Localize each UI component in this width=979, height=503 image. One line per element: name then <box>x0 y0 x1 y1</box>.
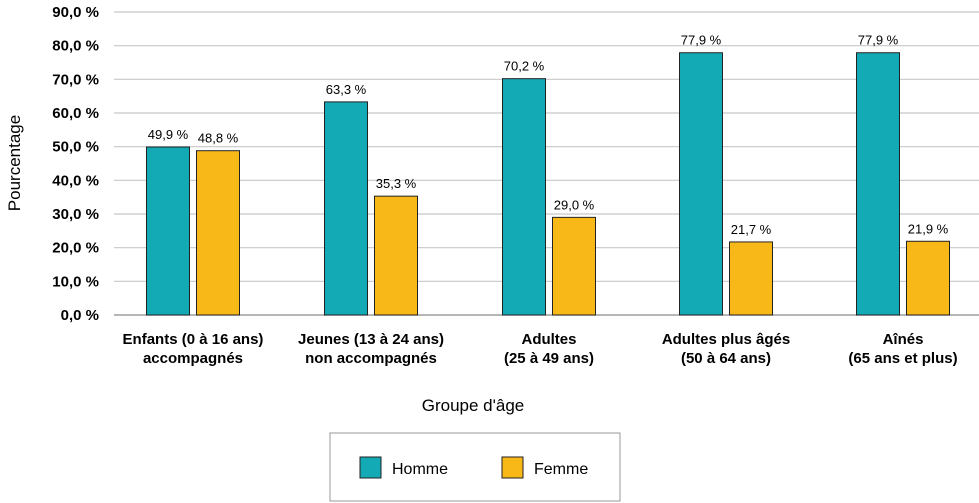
grid-lines <box>114 11 979 316</box>
legend-swatch-homme <box>359 456 382 479</box>
bar-femme <box>552 216 596 316</box>
x-category-label: (50 à 64 ans) <box>681 350 771 367</box>
data-label: 48,8 % <box>198 131 239 146</box>
data-label: 21,9 % <box>908 221 949 236</box>
y-axis-title: Pourcentage <box>5 115 24 211</box>
x-category-label: (65 ans et plus) <box>848 350 957 367</box>
y-tick-label: 90,0 % <box>52 4 99 21</box>
bar-femme <box>729 241 773 316</box>
data-label: 63,3 % <box>326 82 367 97</box>
data-label: 35,3 % <box>376 176 417 191</box>
data-label: 70,2 % <box>504 59 545 74</box>
legend-box <box>329 432 621 502</box>
data-label: 29,0 % <box>554 197 595 212</box>
bar-homme <box>324 101 368 316</box>
x-category-label: Adultes <box>521 331 576 348</box>
x-category-label: accompagnés <box>143 350 243 367</box>
legend: Homme Femme <box>329 432 621 502</box>
x-category-label: Jeunes (13 à 24 ans) <box>298 331 444 348</box>
data-label: 49,9 % <box>148 127 189 142</box>
bar-femme <box>374 195 418 316</box>
bar-femme <box>906 240 950 316</box>
data-label: 21,7 % <box>731 222 772 237</box>
x-category-label: Aînés <box>883 331 924 348</box>
bars <box>146 52 950 316</box>
x-category-label: (25 à 49 ans) <box>504 350 594 367</box>
y-tick-label: 40,0 % <box>52 172 99 189</box>
y-tick-label: 20,0 % <box>52 240 99 257</box>
y-tick-label: 30,0 % <box>52 206 99 223</box>
data-labels: 49,9 % 63,3 % 70,2 % 77,9 % 77,9 % 48,8 % 35,3… <box>148 33 949 237</box>
x-axis-categories: Enfants (0 à 16 ans) accompagnés Jeunes (1… <box>123 331 958 367</box>
x-category-label: Enfants (0 à 16 ans) <box>123 331 264 348</box>
y-tick-label: 60,0 % <box>52 105 99 122</box>
legend-label-femme: Femme <box>534 461 588 478</box>
bar-homme <box>679 52 723 316</box>
y-tick-label: 10,0 % <box>52 273 99 290</box>
y-axis-ticks: 0,0 % 10,0 % 20,0 % 30,0 % 40,0 % 50,0 % 60,0 … <box>52 4 99 324</box>
y-tick-label: 80,0 % <box>52 38 99 55</box>
bar-homme <box>146 146 190 316</box>
data-label: 77,9 % <box>858 33 899 48</box>
x-axis-title: Groupe d'âge <box>422 396 525 415</box>
legend-swatch-femme <box>501 456 524 479</box>
bar-homme <box>502 78 546 316</box>
legend-label-homme: Homme <box>392 461 448 478</box>
data-label: 77,9 % <box>681 33 722 48</box>
x-category-label: non accompagnés <box>305 350 437 367</box>
x-category-label: Adultes plus âgés <box>662 331 790 348</box>
y-tick-label: 50,0 % <box>52 139 99 156</box>
y-tick-label: 70,0 % <box>52 71 99 88</box>
y-tick-label: 0,0 % <box>61 307 99 324</box>
bar-femme <box>196 150 240 316</box>
bar-homme <box>856 52 900 316</box>
